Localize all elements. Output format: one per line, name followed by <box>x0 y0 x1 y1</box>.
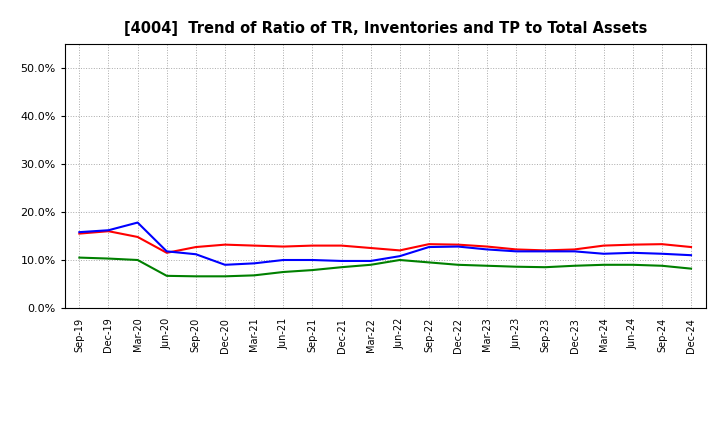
Trade Receivables <box>570 247 579 252</box>
Trade Payables <box>395 257 404 263</box>
Trade Payables <box>454 262 462 268</box>
Inventories <box>163 249 171 254</box>
Trade Payables <box>163 273 171 279</box>
Inventories <box>395 253 404 259</box>
Inventories <box>541 249 550 254</box>
Trade Receivables <box>192 244 200 249</box>
Trade Receivables <box>395 248 404 253</box>
Trade Payables <box>366 262 375 268</box>
Inventories <box>308 257 317 263</box>
Inventories <box>512 249 521 254</box>
Trade Payables <box>220 274 229 279</box>
Trade Receivables <box>512 247 521 252</box>
Trade Receivables <box>279 244 287 249</box>
Trade Receivables <box>454 242 462 247</box>
Inventories <box>599 251 608 257</box>
Inventories <box>75 230 84 235</box>
Inventories <box>220 262 229 268</box>
Line: Trade Receivables: Trade Receivables <box>79 231 691 253</box>
Trade Payables <box>75 255 84 260</box>
Trade Payables <box>657 263 666 268</box>
Trade Receivables <box>541 248 550 253</box>
Inventories <box>425 244 433 249</box>
Inventories <box>250 261 258 266</box>
Title: [4004]  Trend of Ratio of TR, Inventories and TP to Total Assets: [4004] Trend of Ratio of TR, Inventories… <box>124 21 647 36</box>
Trade Receivables <box>308 243 317 248</box>
Trade Payables <box>337 264 346 270</box>
Inventories <box>104 227 113 233</box>
Trade Payables <box>512 264 521 269</box>
Trade Payables <box>104 256 113 261</box>
Trade Payables <box>308 268 317 273</box>
Trade Payables <box>133 257 142 263</box>
Trade Receivables <box>163 250 171 256</box>
Trade Receivables <box>599 243 608 248</box>
Inventories <box>687 253 696 258</box>
Trade Receivables <box>104 228 113 234</box>
Trade Payables <box>629 262 637 268</box>
Trade Payables <box>541 264 550 270</box>
Trade Receivables <box>629 242 637 247</box>
Trade Receivables <box>687 244 696 249</box>
Trade Receivables <box>337 243 346 248</box>
Inventories <box>133 220 142 225</box>
Line: Inventories: Inventories <box>79 223 691 265</box>
Inventories <box>629 250 637 256</box>
Trade Payables <box>599 262 608 268</box>
Trade Payables <box>483 263 492 268</box>
Inventories <box>454 244 462 249</box>
Trade Payables <box>425 260 433 265</box>
Trade Payables <box>250 273 258 278</box>
Inventories <box>279 257 287 263</box>
Trade Payables <box>687 266 696 271</box>
Line: Trade Payables: Trade Payables <box>79 257 691 276</box>
Trade Payables <box>192 274 200 279</box>
Trade Receivables <box>220 242 229 247</box>
Trade Receivables <box>75 231 84 236</box>
Trade Payables <box>279 269 287 275</box>
Inventories <box>483 247 492 252</box>
Trade Receivables <box>657 242 666 247</box>
Trade Receivables <box>483 244 492 249</box>
Trade Receivables <box>425 242 433 247</box>
Inventories <box>570 249 579 254</box>
Inventories <box>366 258 375 264</box>
Trade Receivables <box>133 235 142 240</box>
Inventories <box>192 252 200 257</box>
Trade Receivables <box>366 246 375 251</box>
Trade Payables <box>570 263 579 268</box>
Inventories <box>657 251 666 257</box>
Inventories <box>337 258 346 264</box>
Trade Receivables <box>250 243 258 248</box>
